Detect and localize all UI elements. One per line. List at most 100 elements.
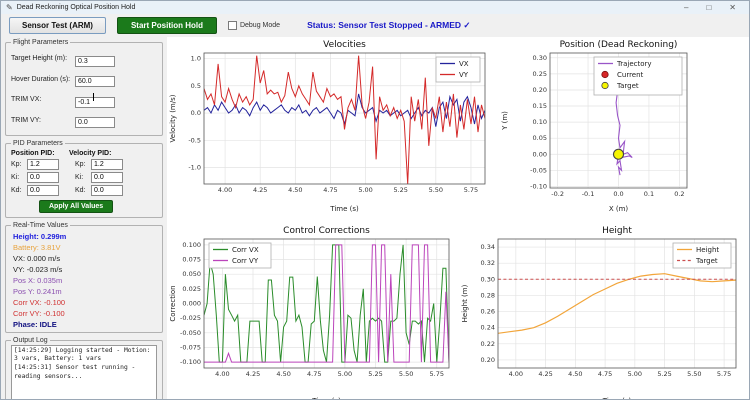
svg-text:5.00: 5.00 [628,370,642,378]
svg-text:5.75: 5.75 [430,370,444,378]
svg-text:-0.1: -0.1 [582,190,595,198]
main-content: Flight Parameters Target Height (m): Hove… [1,37,749,400]
trim-vx-row: TRIM VX: [11,91,157,109]
control-corrections-chart: 4.00 4.25 4.50 4.75 5.00 5.25 5.50 5.75 0.100 0.0… [167,219,459,399]
toolbar: Sensor Test (ARM) Start Position Hold De… [1,14,749,37]
svg-text:VY: VY [459,71,469,79]
svg-text:0.0: 0.0 [613,190,623,198]
svg-text:Target: Target [616,82,639,90]
svg-text:-0.050: -0.050 [180,329,201,337]
target-height-input[interactable] [75,55,115,67]
pos-kp-input[interactable] [27,158,59,170]
svg-text:5.75: 5.75 [717,370,731,378]
svg-text:0.26: 0.26 [481,308,495,316]
trim-vy-input[interactable] [75,117,115,128]
svg-text:0.24: 0.24 [481,324,495,332]
svg-text:5.25: 5.25 [393,186,407,194]
svg-text:Corr VY: Corr VY [232,257,259,265]
pid-row-kp: Kp: Kp: [11,158,157,170]
svg-text:4.00: 4.00 [218,186,232,194]
svg-text:5.50: 5.50 [429,186,443,194]
svg-text:5.25: 5.25 [368,370,382,378]
sensor-test-button[interactable]: Sensor Test (ARM) [9,17,106,34]
window-title: Dead Reckoning Optical Position Hold [16,4,136,11]
svg-text:Height: Height [602,226,632,236]
checkbox-box[interactable] [227,21,237,30]
svg-text:0.20: 0.20 [533,86,547,94]
hover-duration-row: Hover Duration (s): [11,70,157,88]
svg-text:1.0: 1.0 [191,54,201,62]
title-bar: ✎ Dead Reckoning Optical Position Hold –… [1,1,749,14]
svg-text:5.50: 5.50 [399,370,413,378]
pos-kd-input[interactable] [27,184,59,196]
svg-text:Velocities: Velocities [323,40,366,50]
svg-text:Corr VX: Corr VX [232,246,259,254]
svg-text:0.28: 0.28 [481,291,495,299]
svg-text:0.10: 0.10 [533,118,547,126]
output-log[interactable]: [14:25:29] Logging started - Motion: 3 v… [11,344,157,399]
vel-kp-input[interactable] [91,158,123,170]
svg-text:Current: Current [617,71,644,79]
svg-text:0.30: 0.30 [481,275,495,283]
svg-text:Y (m): Y (m) [501,111,509,131]
vel-ki-label: Ki: [75,173,84,181]
svg-text:4.25: 4.25 [246,370,260,378]
svg-text:0.050: 0.050 [182,270,201,278]
close-button[interactable]: ✕ [729,2,736,12]
app-icon: ✎ [6,2,13,12]
velocity-pid-header: Velocity PID: [69,149,112,157]
svg-text:Position (Dead Reckoning): Position (Dead Reckoning) [560,40,678,50]
svg-text:0.000: 0.000 [182,300,201,308]
trim-vx-input[interactable] [75,96,115,108]
debug-mode-label: Debug Mode [239,22,281,29]
svg-text:Target: Target [695,257,718,265]
svg-text:4.00: 4.00 [509,370,523,378]
realtime-values-group: Real-Time Values Height: 0.299m Battery: … [5,221,163,333]
pid-parameters-title: PID Parameters [13,139,63,147]
svg-text:Height (m): Height (m) [461,284,469,322]
svg-text:5.50: 5.50 [687,370,701,378]
maximize-button[interactable]: □ [706,2,712,12]
trim-vy-label: TRIM VY: [11,116,41,124]
svg-text:0.5: 0.5 [191,82,201,90]
svg-text:0.32: 0.32 [481,259,495,267]
minimize-button[interactable]: – [684,2,689,12]
svg-text:Height: Height [696,246,719,254]
svg-text:4.75: 4.75 [323,186,337,194]
pid-parameters-group: PID Parameters Position PID: Velocity PID… [5,139,163,218]
vel-kd-label: Kd: [75,186,86,194]
hover-duration-input[interactable] [75,76,115,87]
svg-text:Velocity (m/s): Velocity (m/s) [169,94,177,142]
chart-area: 4.00 4.25 4.50 4.75 5.00 5.25 5.50 5.75 1.0 0.5 0.… [167,37,749,400]
svg-text:Trajectory: Trajectory [616,60,652,68]
svg-text:Time (s): Time (s) [602,397,632,400]
pos-ki-input[interactable] [27,171,59,183]
velocities-chart: 4.00 4.25 4.50 4.75 5.00 5.25 5.50 5.75 1.0 0.5 0.… [167,37,499,219]
vel-kd-input[interactable] [91,184,123,196]
svg-text:0.0: 0.0 [191,109,201,117]
svg-text:0.00: 0.00 [533,150,547,158]
svg-text:Correction: Correction [169,285,177,321]
svg-text:5.00: 5.00 [358,186,372,194]
rt-phase: Phase: IDLE [13,319,57,329]
svg-text:X (m): X (m) [609,205,629,213]
debug-mode-checkbox[interactable]: Debug Mode [227,21,281,30]
apply-all-values-button[interactable]: Apply All Values [39,199,114,213]
svg-text:5.75: 5.75 [464,186,478,194]
svg-text:-0.2: -0.2 [551,190,564,198]
target-height-label: Target Height (m): [11,55,68,62]
rt-posy: Pos Y: 0.241m [13,286,62,296]
svg-text:0.025: 0.025 [182,285,201,293]
svg-text:-1.0: -1.0 [188,164,201,172]
sidebar: Flight Parameters Target Height (m): Hove… [1,37,167,399]
svg-text:-0.5: -0.5 [188,136,201,144]
svg-text:-0.100: -0.100 [180,358,201,366]
vel-ki-input[interactable] [91,171,123,183]
pos-kp-label: Kp: [11,160,22,168]
start-position-hold-button[interactable]: Start Position Hold [116,17,217,34]
svg-text:4.50: 4.50 [568,370,582,378]
svg-text:4.50: 4.50 [288,186,302,194]
target-height-row: Target Height (m): [11,50,157,68]
rt-height: Height: 0.299m [13,231,67,241]
